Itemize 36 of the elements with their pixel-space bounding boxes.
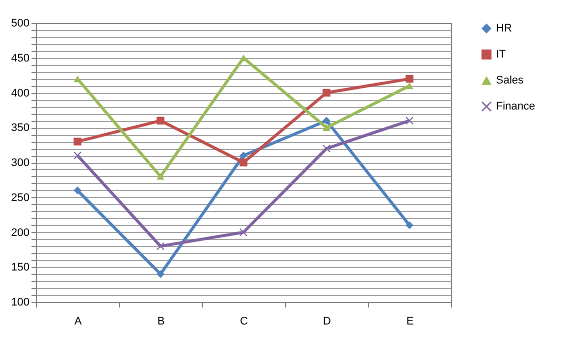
x-tick-label: D <box>323 316 332 328</box>
point <box>156 270 164 278</box>
point <box>240 152 248 160</box>
x-tick-label: B <box>157 316 165 328</box>
x-tick-label: E <box>406 316 414 328</box>
x-tick-label: A <box>74 316 82 328</box>
y-tick-label: 450 <box>11 52 30 64</box>
point <box>240 228 248 236</box>
y-tick-label: 150 <box>11 262 30 274</box>
point <box>322 88 330 97</box>
point <box>74 186 82 194</box>
point <box>74 138 82 146</box>
legend-label: IT <box>496 48 506 60</box>
point <box>156 242 164 250</box>
point <box>322 116 330 125</box>
point <box>406 82 414 90</box>
y-tick-label: 500 <box>11 18 30 30</box>
point <box>406 74 414 83</box>
point <box>322 144 330 152</box>
point <box>74 152 82 160</box>
point <box>156 173 164 180</box>
x-tick-label: C <box>240 316 248 328</box>
y-tick-label: 200 <box>11 226 30 239</box>
point <box>156 116 164 125</box>
y-tick-label: 400 <box>11 87 30 100</box>
point <box>406 221 414 230</box>
legend-label: Finance <box>496 100 536 112</box>
y-tick-label: 350 <box>11 122 30 134</box>
y-tick-label: 250 <box>11 192 30 204</box>
point <box>406 116 414 125</box>
y-tick-label: 100 <box>11 296 30 308</box>
y-tick-label: 300 <box>11 157 30 169</box>
point <box>322 124 330 131</box>
point <box>240 158 248 166</box>
legend-label: Sales <box>496 74 524 86</box>
legend-label: HR <box>496 22 512 34</box>
